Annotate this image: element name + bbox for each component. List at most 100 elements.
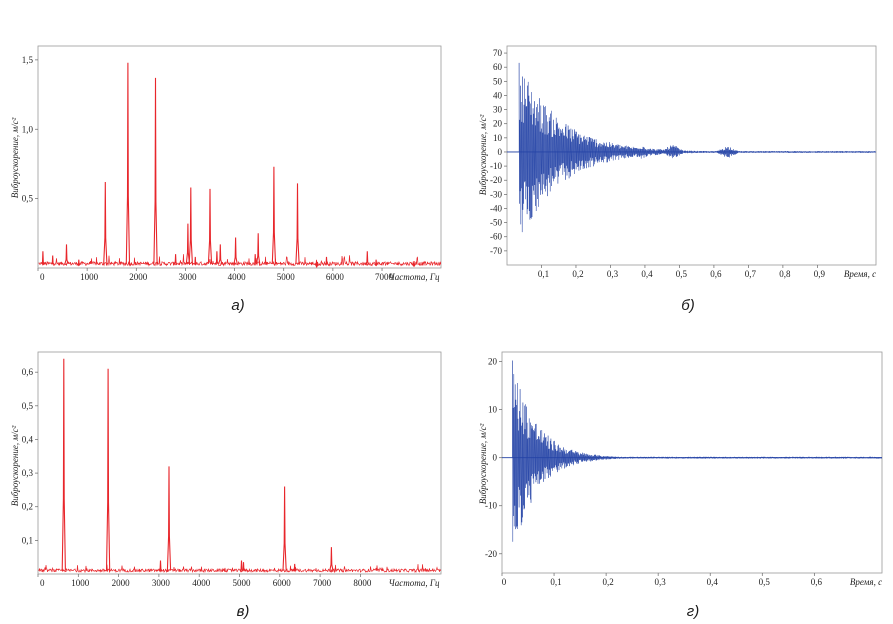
spectrum-peak <box>253 254 258 265</box>
spectrum-peak <box>282 486 287 571</box>
spectrum-peak <box>207 188 213 264</box>
spectrum-peak <box>365 251 370 265</box>
spectrum-peak <box>125 62 131 264</box>
spectrum-peak <box>105 368 111 571</box>
spectrum-peak <box>173 254 178 265</box>
plot-frame <box>37 45 442 269</box>
x-tick-label: 0,4 <box>707 577 719 587</box>
spectrum-peak <box>188 187 193 264</box>
panel-caption: б) <box>681 297 694 314</box>
y-tick-label: -30 <box>490 189 502 199</box>
y-tick-label: -20 <box>490 175 502 185</box>
y-axis-label: Виброускорение, м/с² <box>478 423 488 504</box>
y-tick-label: 0,5 <box>22 194 34 204</box>
y-tick-label: -20 <box>485 549 497 559</box>
chart-g: 0 0,1 0,2 0,3 0,4 0,5 0,6 20 10 0 -10 -20 Время, с Ви… <box>478 351 883 620</box>
y-tick-label: -10 <box>490 161 502 171</box>
spectrum-baseline <box>38 254 441 267</box>
x-tick-label: 0,2 <box>572 269 583 279</box>
x-tick-label: 0,6 <box>710 269 722 279</box>
spectrum-peak <box>166 466 172 571</box>
x-tick-label: 5000 <box>233 578 252 588</box>
y-tick-label: 1,5 <box>22 55 34 65</box>
spectrum-peak <box>193 256 198 265</box>
chart-b: 0,1 0,2 0,3 0,4 0,5 0,6 0,7 0,8 0,9 70 60 50 40 30 20 1… <box>478 45 877 314</box>
x-tick-label: 1000 <box>80 272 99 282</box>
x-tick-label: 0,9 <box>814 269 826 279</box>
y-tick-label: 0 <box>498 147 503 157</box>
y-tick-label: 20 <box>493 119 503 129</box>
x-tick-label: 6000 <box>273 578 292 588</box>
y-axis-label: Виброускорение, м/с² <box>10 117 20 198</box>
panel-caption: в) <box>237 603 250 620</box>
x-tick-label: 5000 <box>277 272 296 282</box>
x-tick-label: 0 <box>40 578 45 588</box>
spectrum-peak <box>411 261 417 268</box>
chart-v: 0 1000 2000 3000 4000 5000 6000 7000 8000 0,1 0,2 0… <box>10 351 442 620</box>
y-tick-label: 40 <box>493 90 503 100</box>
y-tick-label: 10 <box>493 133 503 143</box>
x-axis-label: Частота, Гц <box>389 272 440 282</box>
spectrum-peak <box>76 259 81 267</box>
x-tick-label: 0,3 <box>655 577 667 587</box>
x-tick-label: 1000 <box>71 578 90 588</box>
spectrum-peak <box>61 358 66 571</box>
x-tick-label: 4000 <box>228 272 247 282</box>
spectrum-peak <box>329 547 334 571</box>
y-tick-label: 0,5 <box>22 401 34 411</box>
spectrum-peak <box>103 181 108 264</box>
y-axis-label: Виброускорение, м/с² <box>10 425 20 506</box>
spectrum-baseline <box>38 564 441 574</box>
plot-frame <box>37 351 442 575</box>
spectrum-peak <box>324 256 329 265</box>
x-tick-label: 8000 <box>353 578 372 588</box>
x-tick-label: 4000 <box>192 578 211 588</box>
x-axis-label: Время, с <box>844 269 876 279</box>
y-tick-label: -40 <box>490 203 502 213</box>
spectrum-peak <box>241 562 246 572</box>
y-tick-label: -60 <box>490 232 502 242</box>
y-tick-label: -10 <box>485 501 497 511</box>
x-tick-label: 2000 <box>112 578 131 588</box>
x-axis-label: Время, с <box>850 577 882 587</box>
y-tick-label: 0 <box>493 453 498 463</box>
spectrum-peak <box>293 563 297 572</box>
spectrum-peak <box>271 166 277 264</box>
y-tick-label: 10 <box>488 405 498 415</box>
x-tick-label: 0 <box>40 272 45 282</box>
spectrum-peak <box>64 244 69 264</box>
y-tick-label: 30 <box>493 105 503 115</box>
x-tick-label: 0,1 <box>550 577 561 587</box>
spectrum-peak <box>314 262 319 268</box>
x-tick-label: 3000 <box>152 578 171 588</box>
spectrum-peak <box>233 237 238 264</box>
spectrum-peak <box>153 77 158 264</box>
y-tick-label: 0,2 <box>22 502 33 512</box>
y-tick-label: 0,6 <box>22 367 34 377</box>
y-tick-label: 1,0 <box>22 124 34 134</box>
y-tick-label: 20 <box>488 357 498 367</box>
spectrum-peak <box>374 259 379 267</box>
x-tick-label: 0,5 <box>759 577 771 587</box>
spectrum-peak <box>218 244 223 264</box>
spectrum-peak <box>214 251 219 265</box>
spectrum-peak <box>158 560 163 571</box>
spectrum-peak <box>185 223 191 264</box>
x-tick-label: 0 <box>502 577 507 587</box>
y-tick-label: -70 <box>490 246 502 256</box>
spectrum-peak <box>40 251 45 265</box>
x-tick-label: 0,7 <box>745 269 757 279</box>
y-tick-label: 60 <box>493 62 503 72</box>
spectrum-peak <box>256 233 261 264</box>
x-tick-label: 7000 <box>313 578 332 588</box>
chart-a: 0 1000 2000 3000 4000 5000 6000 7000 0,5 1,0 1,5 Ча… <box>10 45 442 314</box>
spectrum-peak <box>295 183 300 264</box>
y-axis-label: Виброускорение, м/с² <box>478 114 488 195</box>
spectrum-peak <box>51 255 55 265</box>
x-tick-label: 0,6 <box>811 577 823 587</box>
y-tick-label: -50 <box>490 218 502 228</box>
x-tick-label: 0,2 <box>602 577 613 587</box>
panel-caption: а) <box>231 297 244 314</box>
x-tick-label: 3000 <box>178 272 197 282</box>
